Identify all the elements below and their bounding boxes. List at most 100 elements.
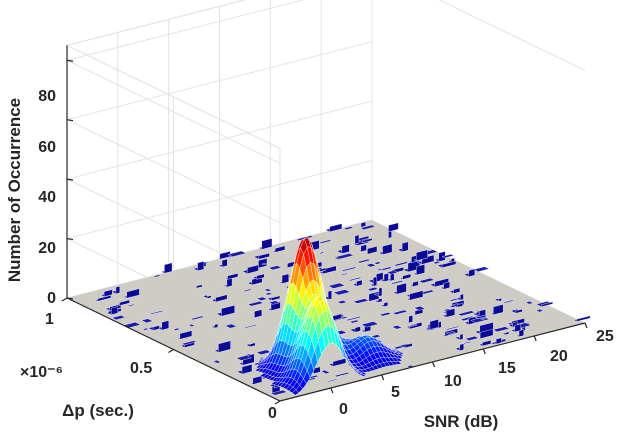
occurrence-patch-side — [457, 303, 463, 308]
occurrence-patch — [441, 254, 455, 259]
occurrence-patch-side — [468, 268, 476, 278]
x-axis-label: SNR (dB) — [424, 412, 499, 431]
occurrence-patch — [172, 327, 181, 331]
occurrence-patch-side — [241, 364, 253, 375]
surface-mesh — [252, 237, 405, 396]
occurrence-patch-side — [479, 328, 494, 339]
occurrence-patch-side — [126, 288, 140, 299]
occurrence-patch-side — [367, 245, 378, 255]
occurrence-patch-side — [110, 306, 119, 316]
occurrence-patch — [318, 251, 326, 255]
x-tick-mark — [330, 387, 334, 394]
occurrence-patch-side — [274, 245, 286, 253]
occurrence-patch — [365, 263, 377, 268]
surface-cell — [359, 372, 367, 377]
occurrence-patch — [525, 301, 534, 305]
occurrence-patch — [320, 369, 331, 374]
occurrence-patch-side — [377, 298, 383, 303]
occurrence-patch-side — [164, 262, 173, 274]
occurrence-patch-side — [459, 343, 464, 351]
occurrence-patch-side — [505, 331, 510, 336]
occurrence-patch-side — [401, 241, 409, 253]
occurrence-patch — [247, 301, 264, 307]
occurrence-patch — [212, 359, 222, 364]
occurrence-patch-side — [416, 249, 428, 262]
occurrence-patch — [345, 316, 362, 321]
surface-cell — [394, 361, 402, 365]
axis-lines — [61, 45, 588, 405]
occurrence-patch-side — [378, 287, 383, 297]
occurrence-patch-side — [541, 301, 553, 308]
occurrence-patch — [256, 296, 268, 301]
occurrence-patch — [457, 310, 476, 317]
occurrence-patch — [502, 299, 515, 304]
occurrence-patch — [181, 340, 198, 346]
box-top-edge — [65, 0, 586, 149]
occurrence-patch-side — [383, 272, 389, 282]
occurrence-patch-side — [354, 326, 361, 333]
occurrence-patch — [418, 277, 435, 284]
occurrence-patch-side — [495, 337, 502, 345]
occurrence-patch-side — [373, 276, 377, 287]
x-tick-mark — [533, 335, 537, 342]
occurrence-patch-side — [152, 325, 160, 331]
occurrence-patch — [360, 321, 380, 328]
occurrence-patch-side — [576, 315, 591, 322]
occurrence-patch — [376, 268, 384, 271]
x-tick-mark — [381, 374, 385, 381]
occurrence-patch — [235, 355, 253, 361]
occurrence-patch-side — [360, 221, 366, 228]
occurrence-patch — [432, 261, 441, 265]
occurrence-patch — [242, 288, 253, 292]
occurrence-patch-side — [498, 297, 502, 302]
occurrence-patch-side — [443, 281, 450, 290]
y-tick-0: 0 — [268, 405, 277, 422]
y-axis-label: Δp (sec.) — [62, 401, 134, 420]
x-tick-mark — [482, 348, 486, 355]
occurrence-patch-side — [219, 250, 231, 260]
occurrence-patch — [343, 226, 355, 230]
occurrence-patch — [255, 349, 272, 355]
x-tick-mark — [431, 361, 436, 368]
occurrence-patch-side — [97, 295, 112, 302]
occurrence-patch — [140, 318, 154, 324]
occurrence-patch-side — [441, 260, 457, 269]
z-axis-label: Number of Occurrence — [5, 98, 24, 282]
occurrence-patch — [379, 312, 392, 317]
y-tick-1: 1 — [45, 311, 54, 328]
occurrence-patch — [111, 315, 126, 321]
occurrence-patch-side — [409, 290, 424, 301]
occurrence-patch — [348, 276, 363, 282]
x-tick-20: 20 — [550, 348, 568, 365]
occurrence-patch-side — [404, 342, 413, 349]
z-tick-20: 20 — [38, 240, 56, 257]
occurrence-patch-side — [179, 330, 193, 340]
surface-cell — [397, 351, 405, 355]
y-tick-mark — [274, 400, 281, 405]
y-tick-mark — [168, 348, 174, 354]
occurrence-patch — [445, 325, 461, 331]
occurrence-patch — [336, 300, 348, 304]
occurrence-patch — [327, 282, 346, 289]
occurrence-patch-side — [429, 319, 439, 330]
occurrence-patch — [474, 314, 488, 320]
occurrence-patch-side — [388, 222, 399, 232]
z-tick-mark — [66, 297, 74, 300]
occurrence-patch — [243, 324, 258, 329]
occurrence-patch-side — [161, 320, 170, 331]
occurrence-patch — [462, 341, 472, 345]
occurrence-patch — [492, 326, 511, 333]
occurrence-patch-side — [227, 273, 239, 280]
x-tick-25: 25 — [596, 328, 614, 345]
occurrence-patch-side — [356, 279, 363, 287]
occurrence-patch — [326, 378, 339, 383]
occurrence-patch-side — [271, 295, 281, 301]
occurrence-patch-side — [103, 289, 113, 297]
occurrence-patch — [126, 303, 136, 307]
occurrence-patch-side — [258, 252, 270, 260]
z-tick-0: 0 — [47, 290, 56, 307]
occurrence-patch — [445, 331, 456, 335]
z-tick-40: 40 — [38, 189, 56, 206]
occurrence-patch-side — [460, 293, 464, 301]
occurrence-patch — [152, 274, 162, 278]
